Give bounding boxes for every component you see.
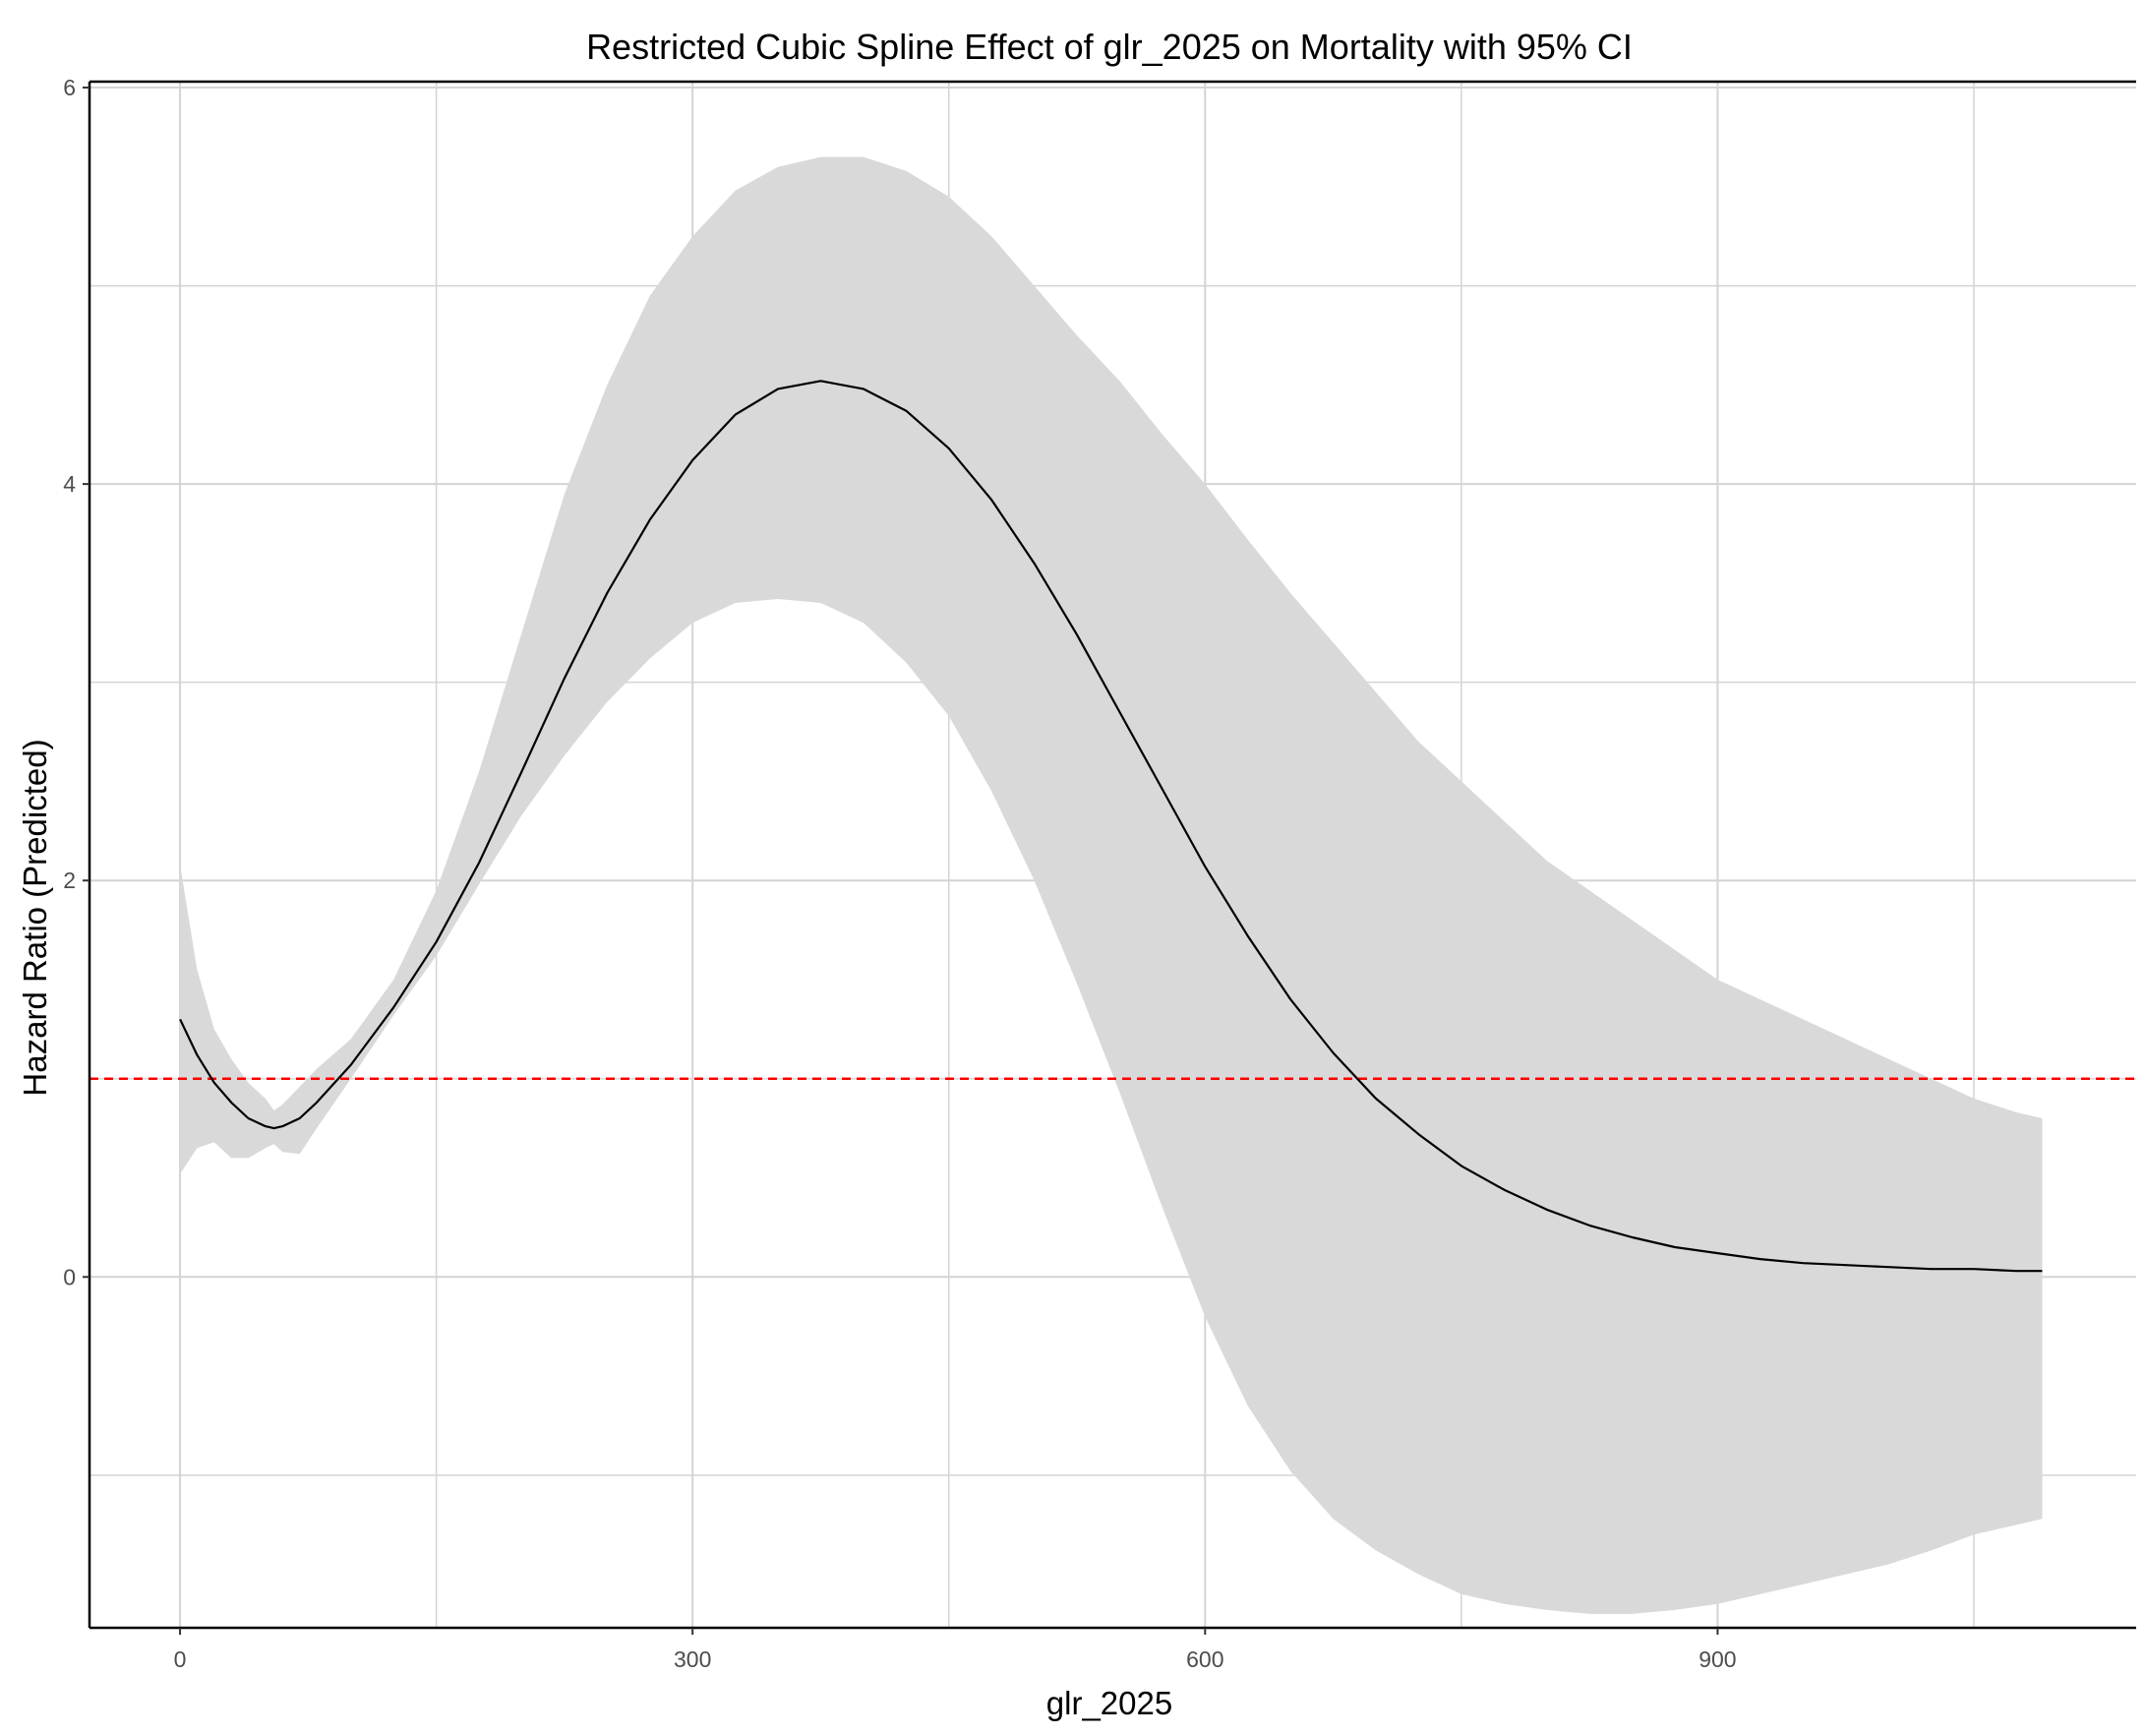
plot-area: 0 300 600 900 0 2 4 6 xyxy=(63,75,2136,1672)
x-tick-label: 600 xyxy=(1186,1646,1223,1672)
confidence-interval-ribbon xyxy=(180,156,2043,1614)
chart-title: Restricted Cubic Spline Effect of glr_20… xyxy=(586,27,1633,67)
x-tick-label: 900 xyxy=(1699,1646,1736,1672)
y-tick-label: 4 xyxy=(63,471,76,497)
x-tick-label: 300 xyxy=(674,1646,711,1672)
y-axis-title: Hazard Ratio (Predicted) xyxy=(17,739,53,1096)
y-tick-label: 0 xyxy=(63,1264,76,1289)
x-axis-title: glr_2025 xyxy=(1046,1685,1172,1721)
y-tick-label: 6 xyxy=(63,75,76,100)
y-tick-label: 2 xyxy=(63,868,76,893)
x-tick-label: 0 xyxy=(174,1646,187,1672)
hazard-ratio-line xyxy=(179,380,2043,1273)
